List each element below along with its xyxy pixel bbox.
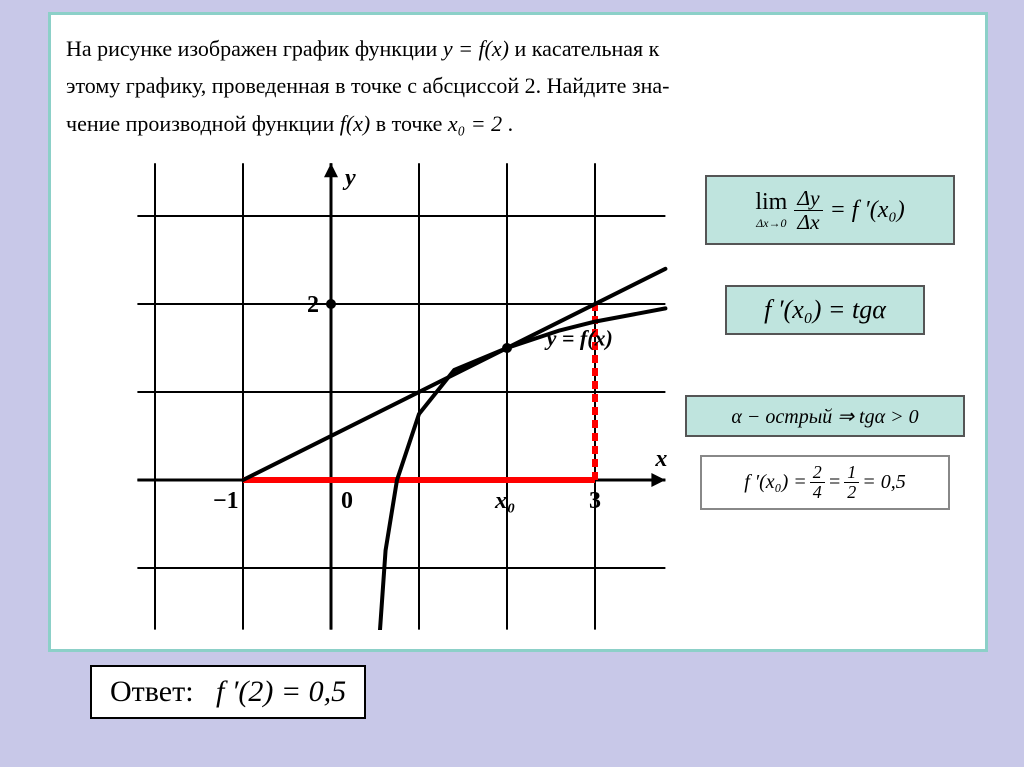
formula-derivative-tan: f ′(x₀) = tgα: [725, 285, 925, 335]
tail: = 0,5: [862, 471, 906, 494]
n2: 1: [844, 463, 859, 483]
formula-text: α − острый ⇒ tgα > 0: [731, 404, 918, 429]
chart-svg: y x −1 0 x₀ 3 2 y = f(x): [131, 160, 671, 630]
problem-statement: На рисунке изображен график функции y = …: [66, 30, 970, 142]
inline-fn: y = f(x): [443, 36, 509, 61]
function-graph: y x −1 0 x₀ 3 2 y = f(x): [131, 160, 671, 630]
svg-text:y: y: [342, 165, 356, 191]
formula-limit: lim Δx→0 Δy Δx = f ′(x₀): [705, 175, 955, 245]
svg-text:0: 0: [341, 488, 353, 514]
formula-acute-angle: α − острый ⇒ tgα > 0: [685, 395, 965, 437]
lim-bound: Δx→0: [756, 216, 786, 231]
text: чение производной функции: [66, 111, 340, 136]
formula-computation: f ′(x₀) = 2 4 = 1 2 = 0,5: [700, 455, 950, 510]
inline-x0: x₀ = 2: [448, 111, 502, 136]
svg-text:2: 2: [307, 292, 319, 318]
text: в точке: [376, 111, 448, 136]
frac-num: Δy: [794, 187, 822, 211]
text: и касательная к: [514, 36, 659, 61]
svg-text:−1: −1: [213, 488, 239, 514]
d1: 4: [810, 483, 825, 502]
answer-box: Ответ: f ′(2) = 0,5: [90, 665, 366, 719]
answer-label: Ответ:: [110, 675, 194, 708]
n1: 2: [810, 463, 825, 483]
eq: =: [828, 471, 842, 494]
inline-fx: f(x): [340, 111, 371, 136]
text: этому графику, проведенная в точке с абс…: [66, 73, 669, 98]
lhs: f ′(x₀) =: [744, 471, 807, 494]
answer-value: f ′(2) = 0,5: [216, 675, 346, 708]
formula-text: f ′(x₀) = tgα: [764, 295, 886, 325]
formula-rhs: = f ′(x₀): [830, 197, 905, 224]
svg-text:y = f(x): y = f(x): [544, 326, 613, 351]
svg-text:x: x: [654, 446, 667, 472]
text: На рисунке изображен график функции: [66, 36, 443, 61]
d2: 2: [844, 483, 859, 502]
lim-label: lim: [755, 189, 787, 216]
frac-den: Δx: [794, 211, 822, 234]
text: .: [508, 111, 514, 136]
svg-text:x₀: x₀: [494, 488, 515, 514]
svg-text:3: 3: [589, 488, 601, 514]
content-panel: На рисунке изображен график функции y = …: [48, 12, 988, 652]
